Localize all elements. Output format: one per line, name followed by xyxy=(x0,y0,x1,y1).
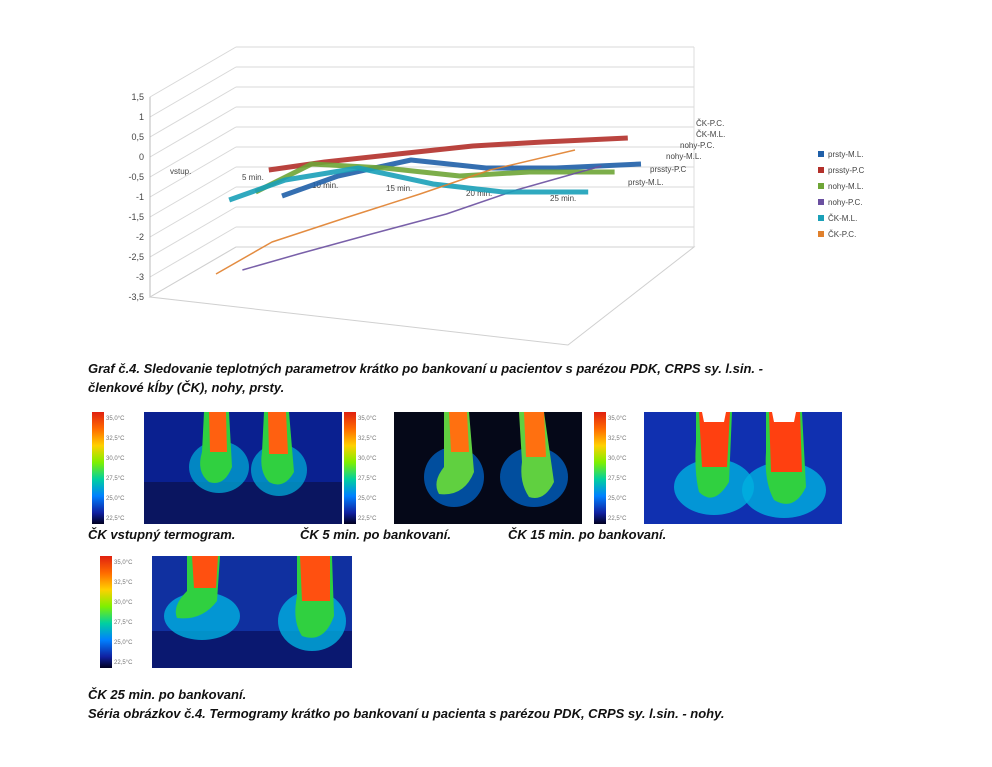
scale-tick: 32,5°C xyxy=(358,436,377,442)
temperature-scale: 35,0°C 32,5°C 30,0°C 27,5°C 25,0°C 22,5°C xyxy=(594,412,634,524)
scale-tick: 22,5°C xyxy=(106,516,125,522)
chart-caption-line-2: členkové kĺby (ČK), nohy, prsty. xyxy=(88,380,285,395)
side-gridline xyxy=(149,206,237,258)
series-line xyxy=(254,161,615,195)
scale-tick: 25,0°C xyxy=(608,496,627,502)
y-tick-label: -3 xyxy=(136,272,144,282)
side-gridline xyxy=(149,186,237,238)
category-label: 10 min. xyxy=(312,181,338,190)
legend-swatch xyxy=(818,167,824,173)
thermogram-image xyxy=(394,412,582,524)
scale-tick: 35,0°C xyxy=(608,416,627,422)
scale-tick: 32,5°C xyxy=(608,436,627,442)
chart-3d-line: 1,5 1 0,5 0 -0,5 -1 -1,5 -2 -2,5 -3 -3,5 vstup. 5 mi… xyxy=(0,0,992,360)
thermogram-image xyxy=(152,556,352,668)
scale-tick: 35,0°C xyxy=(358,416,377,422)
legend-swatch xyxy=(818,215,824,221)
legend-label: prsty-M.L. xyxy=(828,150,864,159)
series-line xyxy=(281,157,642,199)
category-label: 5 min. xyxy=(242,173,264,182)
y-tick-label: 1,5 xyxy=(131,92,144,102)
category-label: 20 min. xyxy=(466,189,492,198)
depth-label: prsty-M.L. xyxy=(628,178,664,187)
depth-label: ČK-P.C. xyxy=(696,119,724,128)
temperature-scale: 35,0°C 32,5°C 30,0°C 27,5°C 25,0°C 22,5°C xyxy=(344,412,384,524)
thermogram-25-min: 35,0°C 32,5°C 30,0°C 27,5°C 25,0°C 22,5°C xyxy=(100,556,352,668)
scale-tick: 35,0°C xyxy=(106,416,125,422)
legend-label: nohy-M.L. xyxy=(828,182,864,191)
chart-floor xyxy=(148,246,696,346)
caption-thermogram-entry: ČK vstupný termogram. xyxy=(88,527,236,542)
legend-swatch xyxy=(818,151,824,157)
chart-caption-line-1: Graf č.4. Sledovanie teplotných parametr… xyxy=(88,361,763,376)
scale-tick: 32,5°C xyxy=(106,436,125,442)
y-tick-label: -2,5 xyxy=(128,252,144,262)
y-tick-label: 0,5 xyxy=(131,132,144,142)
scale-tick: 30,0°C xyxy=(358,456,377,462)
scale-tick: 30,0°C xyxy=(106,456,125,462)
side-gridline xyxy=(149,106,237,158)
y-tick-label: -3,5 xyxy=(128,292,144,302)
legend-swatch xyxy=(818,231,824,237)
legend-label: ČK-M.L. xyxy=(828,214,857,223)
side-gridline xyxy=(149,146,237,198)
legend-swatch xyxy=(818,183,824,189)
thermogram-15-min: 35,0°C 32,5°C 30,0°C 27,5°C 25,0°C 22,5°C xyxy=(594,412,842,524)
y-tick-label: -1 xyxy=(136,192,144,202)
depth-label: nohy-M.L. xyxy=(666,152,702,161)
category-label: 15 min. xyxy=(386,184,412,193)
y-tick-label: 1 xyxy=(139,112,144,122)
category-label: vstup. xyxy=(170,167,191,176)
temperature-scale: 35,0°C 32,5°C 30,0°C 27,5°C 25,0°C 22,5°C xyxy=(92,412,132,524)
scale-tick: 22,5°C xyxy=(114,660,133,666)
series-line xyxy=(215,149,576,275)
temperature-scale: 35,0°C 32,5°C 30,0°C 27,5°C 25,0°C 22,5°C xyxy=(100,556,140,668)
depth-label: prssty-P.C xyxy=(650,165,687,174)
scale-tick: 25,0°C xyxy=(114,640,133,646)
scale-tick: 27,5°C xyxy=(608,476,627,482)
series-line xyxy=(242,165,602,271)
side-gridline xyxy=(149,126,237,178)
series-caption: Séria obrázkov č.4. Termogramy krátko po… xyxy=(88,706,725,721)
caption-thermogram-25-min: ČK 25 min. po bankovaní. xyxy=(88,687,247,702)
scale-tick: 30,0°C xyxy=(114,600,133,606)
scale-tick: 30,0°C xyxy=(608,456,627,462)
scale-tick: 35,0°C xyxy=(114,560,133,566)
legend-swatch xyxy=(818,199,824,205)
scale-tick: 32,5°C xyxy=(114,580,133,586)
legend-label: ČK-P.C. xyxy=(828,230,856,239)
caption-thermogram-5-min: ČK 5 min. po bankovaní. xyxy=(300,527,451,542)
legend-label: prssty-P.C xyxy=(828,166,865,175)
scale-tick: 25,0°C xyxy=(358,496,377,502)
side-gridline xyxy=(149,66,237,118)
side-gridline xyxy=(149,86,237,138)
thermogram-image xyxy=(144,412,342,524)
y-tick-label: -1,5 xyxy=(128,212,144,222)
thermogram-5-min: 35,0°C 32,5°C 30,0°C 27,5°C 25,0°C 22,5°C xyxy=(344,412,582,524)
y-tick-label: -0,5 xyxy=(128,172,144,182)
scale-tick: 25,0°C xyxy=(106,496,125,502)
y-tick-label: -2 xyxy=(136,232,144,242)
thermogram-entry: 35,0°C 32,5°C 30,0°C 27,5°C 25,0°C 22,5°C xyxy=(92,412,342,524)
depth-label: nohy-P.C. xyxy=(680,141,715,150)
side-gridline xyxy=(149,46,237,98)
scale-tick: 27,5°C xyxy=(358,476,377,482)
legend-label: nohy-P.C. xyxy=(828,198,863,207)
scale-tick: 22,5°C xyxy=(608,516,627,522)
chart-svg: 1,5 1 0,5 0 -0,5 -1 -1,5 -2 -2,5 -3 -3,5 vstup. 5 mi… xyxy=(128,46,865,346)
caption-thermogram-15-min: ČK 15 min. po bankovaní. xyxy=(508,527,667,542)
scale-tick: 22,5°C xyxy=(358,516,377,522)
depth-label: ČK-M.L. xyxy=(696,130,725,139)
side-gridline xyxy=(149,166,237,218)
y-tick-label: 0 xyxy=(139,152,144,162)
side-gridline xyxy=(149,226,237,278)
scale-tick: 27,5°C xyxy=(114,620,133,626)
scale-tick: 27,5°C xyxy=(106,476,125,482)
series-line xyxy=(228,165,589,203)
thermogram-image xyxy=(644,412,842,524)
category-label: 25 min. xyxy=(550,194,576,203)
